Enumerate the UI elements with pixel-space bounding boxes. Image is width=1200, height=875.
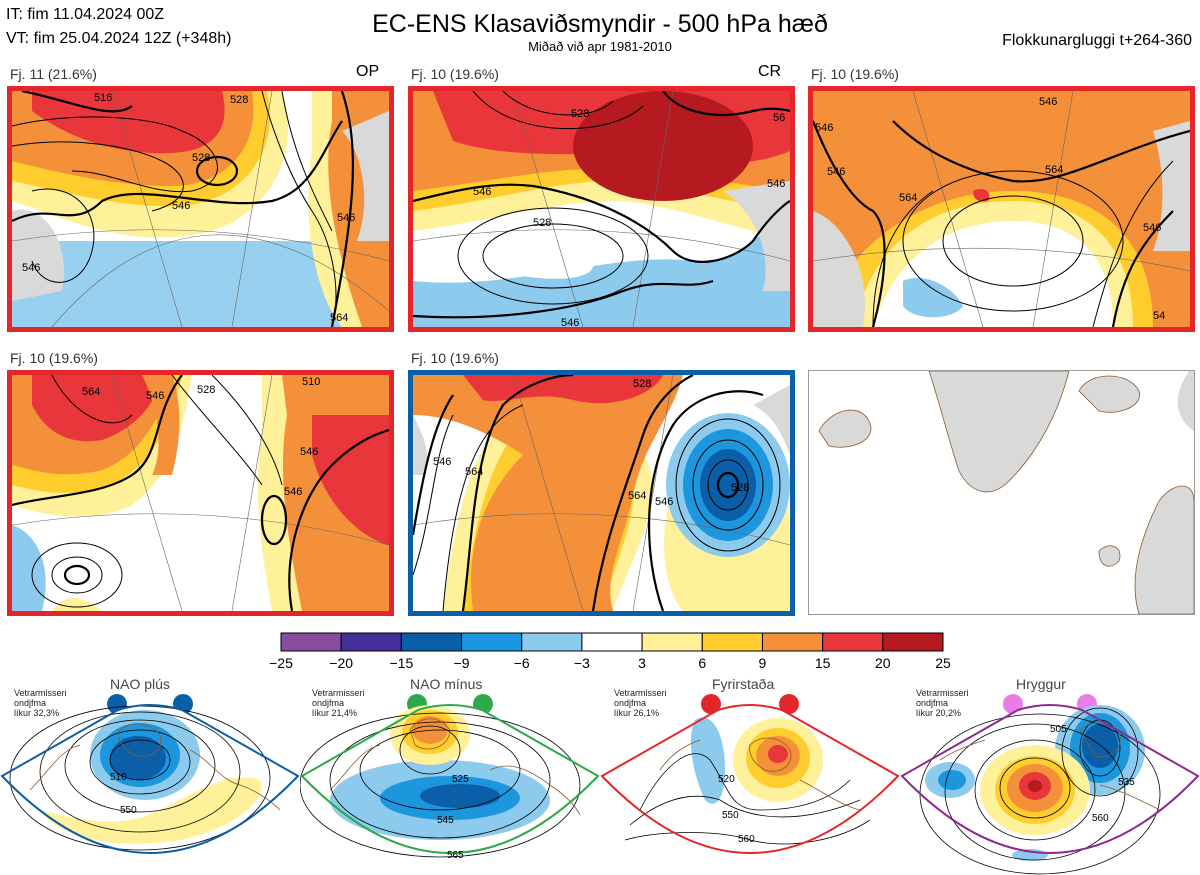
p4-contour-label: 546	[284, 486, 302, 498]
p1-contour-label: 528	[192, 152, 210, 164]
regime-title: NAO plús	[110, 676, 170, 692]
colour-bin-5	[581, 632, 643, 652]
colour-scale-tick-label: −20	[329, 655, 354, 671]
cluster-map-4: 564 546 528 510 546 546	[7, 370, 394, 616]
regime-note: Vetrarmisseri ondjfma líkur 21,4%	[312, 688, 365, 718]
page-title: EC-ENS Klasaviðsmyndir - 500 hPa hæð	[372, 10, 828, 38]
colour-scale-tick-label: 20	[875, 655, 891, 671]
colour-scale-tick-label: 25	[935, 655, 951, 671]
p3-contour-label: 546	[827, 166, 845, 178]
colour-scale-tick-label: 15	[814, 655, 831, 671]
panel-2-label: Fj. 10 (19.6%)	[411, 66, 499, 82]
p2-contour-label: 546	[561, 317, 579, 327]
p2-contour-label: 528	[571, 108, 589, 120]
p1-contour-label: 546	[337, 212, 355, 224]
valid-time: VT: fim 25.04.2024 12Z (+348h)	[6, 30, 232, 47]
regime-contour-label: 565	[447, 850, 464, 861]
p5-contour-label: 546	[655, 496, 673, 508]
p2-contour-label: 56	[773, 112, 785, 124]
colour-bin-6	[641, 632, 703, 652]
p1-contour-label: 546	[22, 262, 40, 274]
colour-bin-2	[400, 632, 463, 652]
colour-bin-0	[280, 632, 342, 652]
panel-4-label: Fj. 10 (19.6%)	[10, 350, 98, 366]
regime-contour-label: 550	[722, 810, 739, 821]
regime-title: Hryggur	[1016, 676, 1066, 692]
colour-scale-bar	[280, 632, 944, 652]
regime-map-blocking: 520 550 560	[600, 690, 900, 875]
colour-scale-tick-label: −3	[573, 655, 590, 671]
p5-contour-label: 528	[731, 482, 749, 494]
colour-scale-tick-label: −9	[453, 655, 470, 671]
p1-contour-label: 528	[230, 94, 248, 106]
p5-contour-label: 546	[433, 456, 451, 468]
panel-1-tag: OP	[356, 63, 380, 80]
colour-bin-10	[882, 632, 944, 652]
regime-contour-label: 525	[452, 774, 469, 785]
p3-contour-label: 546	[1143, 222, 1161, 234]
colour-bin-4	[521, 632, 583, 652]
regime-contour-label: 550	[120, 805, 137, 816]
regime-contour-label: 510	[110, 772, 127, 783]
colour-scale-tick-label: −6	[513, 655, 530, 671]
regime-contour-label: 520	[718, 774, 735, 785]
regime-map-ridge: 505 535 560	[900, 690, 1200, 875]
issue-time: IT: fim 11.04.2024 00Z	[6, 6, 165, 23]
p2-contour-label: 546	[473, 186, 491, 198]
regime-contour-label: 560	[1092, 813, 1109, 824]
p4-contour-label: 546	[300, 446, 318, 458]
colour-bin-7	[701, 632, 763, 652]
regime-note: Vetrarmisseri ondjfma líkur 32,3%	[14, 688, 67, 718]
cluster-map-2: 528 528 546 546 546 564 56	[408, 86, 795, 332]
p1-contour-label: 516	[94, 92, 112, 104]
p5-contour-label: 528	[633, 378, 651, 390]
p1-contour-label: 546	[172, 200, 190, 212]
colour-bin-9	[822, 632, 884, 652]
colour-scale-tick-label: 9	[758, 655, 767, 671]
regime-contour-label: 535	[1118, 777, 1135, 788]
colour-scale-tick-label: −25	[269, 655, 293, 671]
p3-contour-label: 564	[899, 192, 917, 204]
cluster-map-1: 516 528 528 546 546 546 564	[7, 86, 394, 332]
regime-title: Fyrirstaða	[712, 676, 775, 692]
p4-contour-label: 528	[197, 384, 215, 396]
p5-contour-label: 564	[628, 490, 646, 502]
p4-contour-label: 510	[302, 376, 320, 388]
regime-title: NAO mínus	[410, 676, 483, 692]
p1-contour-label: 564	[330, 312, 348, 324]
regime-contour-label: 505	[1050, 724, 1067, 735]
panel-1-label: Fj. 11 (21.6%)	[10, 66, 97, 82]
regime-contour-label: 560	[738, 834, 755, 845]
classification-window: Flokkunargluggi t+264-360	[1002, 32, 1192, 49]
regime-map-nao-plus: 510 550	[0, 690, 300, 875]
regime-contour-label: 545	[437, 815, 454, 826]
colour-scale-ticks: −25 −20 −15 −9 −6 −3 3 6 9 15 20 25	[0, 655, 1200, 675]
panel-5-label: Fj. 10 (19.6%)	[411, 350, 499, 366]
colour-scale-tick-label: −15	[389, 655, 414, 671]
panel-3-label: Fj. 10 (19.6%)	[811, 66, 899, 82]
empty-map-panel	[808, 370, 1195, 615]
colour-bin-3	[461, 632, 523, 652]
p5-contour-label: 564	[465, 466, 483, 478]
cluster-map-5: 546 564 528 564 546 528	[408, 370, 795, 616]
colour-scale-tick-label: 3	[638, 655, 646, 671]
p3-contour-label: 546	[815, 122, 833, 134]
p2-contour-label: 546	[767, 178, 785, 190]
regime-map-nao-minus: 525 545 565	[300, 690, 600, 875]
p3-contour-label: 54	[1153, 310, 1165, 322]
colour-bin-1	[340, 632, 402, 652]
panel-2-tag: CR	[758, 63, 782, 80]
colour-scale-tick-label: 6	[698, 655, 707, 671]
regime-note: Vetrarmisseri ondjfma líkur 20,2%	[916, 688, 969, 718]
p4-contour-label: 564	[82, 386, 100, 398]
p4-contour-label: 546	[146, 390, 164, 402]
colour-bin-8	[761, 632, 824, 652]
cluster-map-3: 546 546 564 564 546 546 54	[808, 86, 1195, 332]
p3-contour-label: 546	[1039, 96, 1057, 108]
p3-contour-label: 564	[1045, 164, 1063, 176]
page-subtitle: Miðað við apr 1981-2010	[528, 39, 672, 54]
colour-scale-svg	[280, 632, 944, 652]
regime-note: Vetrarmisseri ondjfma líkur 26,1%	[614, 688, 667, 718]
p2-contour-label: 528	[533, 217, 551, 229]
